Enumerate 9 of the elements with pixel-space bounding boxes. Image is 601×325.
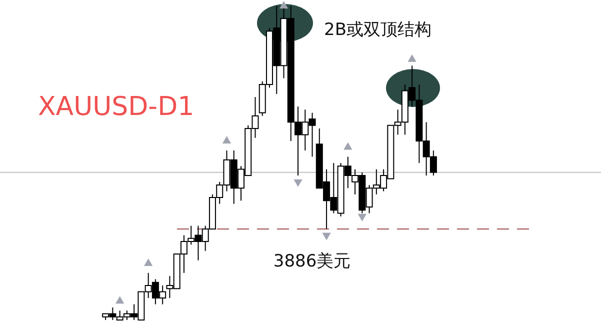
point — [344, 142, 352, 150]
point — [280, 2, 288, 8]
point — [222, 136, 231, 144]
text: XAUUSD-D1 — [38, 92, 194, 122]
annotation: 2B或双顶结构 — [324, 19, 432, 41]
point — [144, 258, 152, 266]
ref-line-label: 3886美元 — [273, 251, 351, 272]
point — [408, 54, 416, 62]
point — [116, 296, 124, 304]
